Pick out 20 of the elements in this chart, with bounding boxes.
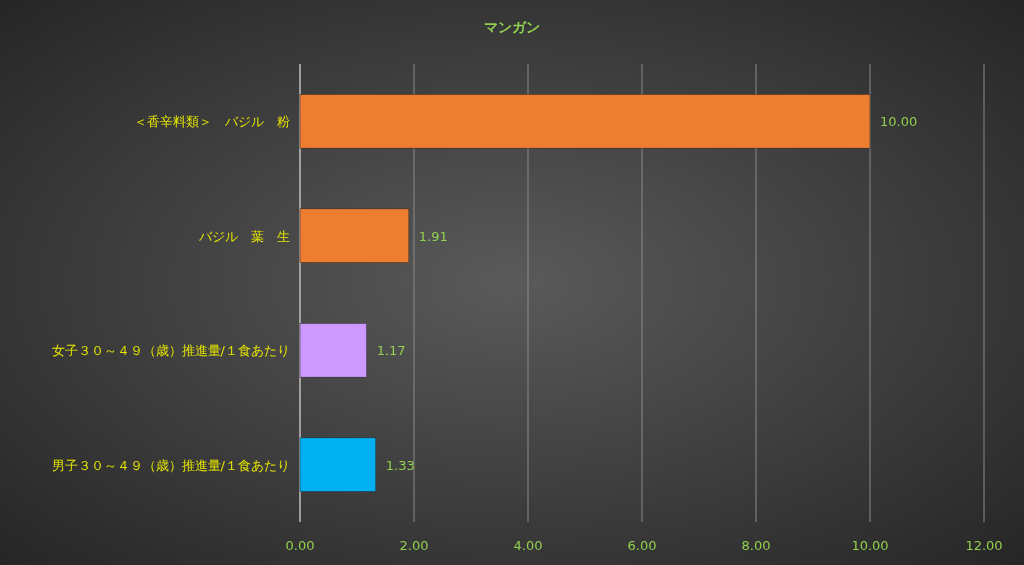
- bar: [299, 323, 367, 378]
- x-tick-label: 8.00: [741, 538, 771, 553]
- y-tick-label: 男子３０～４９（歳）推進量/１食あたり: [51, 457, 290, 473]
- x-tick-label: 6.00: [627, 538, 657, 553]
- x-tick-label: 10.00: [851, 538, 889, 553]
- y-tick-label: 女子３０～４９（歳）推進量/１食あたり: [51, 343, 290, 359]
- chart-title: マンガン: [484, 19, 540, 35]
- data-label: 1.17: [376, 343, 406, 359]
- x-tick-label: 0.00: [285, 538, 315, 553]
- bar: [299, 208, 410, 263]
- data-label: 10.00: [880, 114, 918, 130]
- x-tick-label: 12.00: [965, 538, 1003, 553]
- y-tick-label: ＜香辛料類＞ バジル 粉: [134, 114, 290, 130]
- x-tick-label: 4.00: [513, 538, 543, 553]
- data-label: 1.33: [385, 457, 415, 473]
- data-label: 1.91: [418, 228, 448, 244]
- bar: [299, 94, 871, 149]
- y-tick-label: バジル 葉 生: [198, 228, 290, 244]
- bar: [299, 437, 377, 492]
- x-tick-label: 2.00: [399, 538, 429, 553]
